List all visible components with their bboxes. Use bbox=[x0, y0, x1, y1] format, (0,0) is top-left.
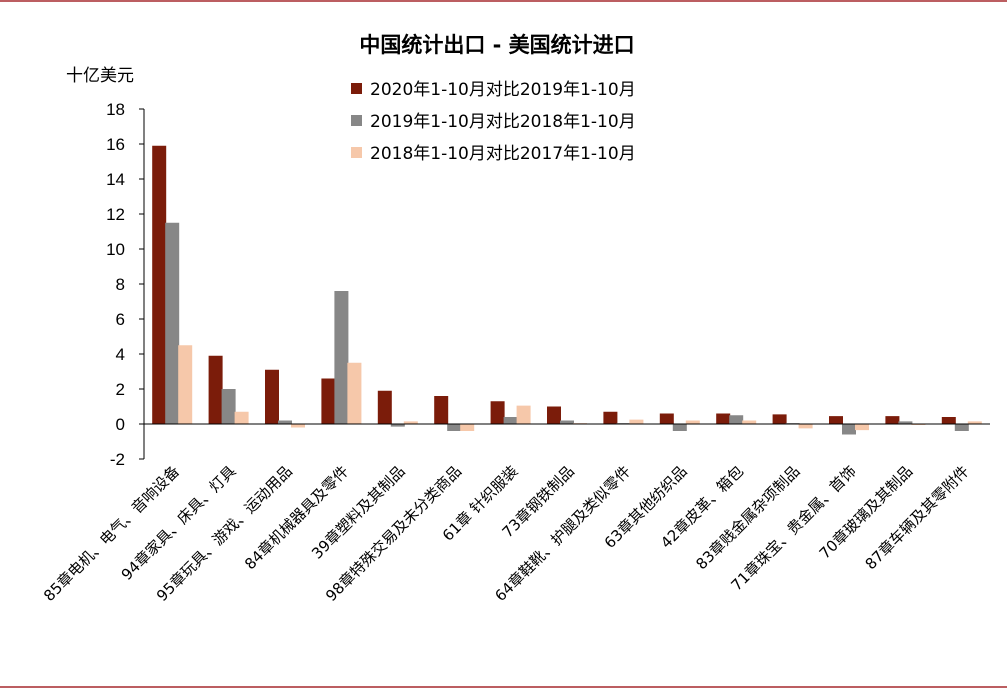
bar-series-3 bbox=[234, 411, 249, 424]
bar-series-1 bbox=[885, 416, 900, 424]
x-category-label: 87章车辆及其零附件 bbox=[862, 462, 973, 573]
bar-series-1 bbox=[208, 355, 223, 424]
y-tick-label: 6 bbox=[116, 310, 125, 329]
bar-series-2 bbox=[672, 424, 687, 431]
bar-series-3 bbox=[685, 420, 700, 424]
bar-series-1 bbox=[772, 414, 787, 424]
bar-series-3 bbox=[629, 419, 644, 424]
y-axis-unit-label: 十亿美元 bbox=[66, 66, 134, 86]
bar-series-1 bbox=[490, 401, 505, 424]
y-tick-label: 2 bbox=[116, 380, 125, 399]
bar-series-1 bbox=[829, 416, 843, 424]
y-tick-label: 16 bbox=[106, 135, 125, 154]
bar-series-2 bbox=[560, 420, 574, 424]
bar-series-2 bbox=[898, 421, 913, 424]
bar-series-3 bbox=[403, 421, 418, 424]
y-tick-label: 0 bbox=[116, 415, 125, 434]
y-tick-label: 10 bbox=[106, 240, 125, 259]
bar-series-2 bbox=[954, 424, 969, 431]
bar-series-2 bbox=[165, 222, 180, 424]
bar-series-3 bbox=[855, 424, 869, 431]
bar-series-1 bbox=[659, 413, 674, 424]
bar-series-2 bbox=[334, 291, 349, 424]
x-category-label: 83章贱金属杂项制品 bbox=[692, 462, 803, 573]
y-tick-label: 18 bbox=[106, 100, 125, 119]
y-axis: -2 0 2 4 6 8 10 12 14 16 18 bbox=[106, 100, 145, 469]
bar-series-1 bbox=[434, 396, 449, 424]
bar-series-2 bbox=[503, 417, 518, 424]
chart-title: 中国统计出口 - 美国统计进口 bbox=[359, 33, 634, 57]
bar-series-2 bbox=[447, 424, 462, 431]
bar-series-1 bbox=[377, 390, 392, 424]
legend-label-2: 2019年1-10月对比2018年1-10月 bbox=[370, 112, 636, 132]
y-tick-label: 14 bbox=[106, 170, 125, 189]
legend-swatch-2 bbox=[351, 115, 362, 126]
legend-label-3: 2018年1-10月对比2017年1-10月 bbox=[370, 144, 636, 164]
bar-series-3 bbox=[967, 421, 982, 424]
legend-swatch-1 bbox=[351, 83, 362, 94]
bar-series-2 bbox=[842, 424, 856, 435]
bar-series-2 bbox=[390, 424, 405, 427]
legend-swatch-3 bbox=[351, 147, 362, 158]
y-tick-label: 4 bbox=[116, 345, 125, 364]
legend: 2020年1-10月对比2019年1-10月 2019年1-10月对比2018年1… bbox=[351, 80, 636, 164]
bar-series-2 bbox=[221, 389, 236, 424]
bar-series-2 bbox=[278, 420, 292, 424]
bar-series-3 bbox=[516, 405, 531, 424]
bar-series-3 bbox=[742, 420, 757, 424]
y-tick-label: 8 bbox=[116, 275, 125, 294]
bar-series-1 bbox=[547, 406, 561, 424]
y-tick-label: -2 bbox=[110, 450, 125, 469]
x-category-label: 84章机械器具及零件 bbox=[241, 462, 352, 573]
bar-series-3 bbox=[291, 424, 305, 428]
bar-series-1 bbox=[603, 411, 618, 424]
bars bbox=[152, 145, 982, 435]
bar-series-2 bbox=[729, 415, 744, 424]
bar-series-1 bbox=[265, 369, 279, 424]
bar-series-3 bbox=[798, 424, 813, 429]
bar-series-1 bbox=[152, 145, 167, 424]
category-labels: 85章电机、电气、音响设备94章家具、床具、灯具95章玩具、游戏、运动用品84章… bbox=[40, 462, 973, 605]
y-tick-label: 12 bbox=[106, 205, 125, 224]
bar-series-1 bbox=[716, 413, 731, 424]
bar-series-3 bbox=[460, 424, 475, 431]
bar-series-3 bbox=[178, 345, 193, 424]
bar-series-3 bbox=[347, 362, 362, 424]
legend-label-1: 2020年1-10月对比2019年1-10月 bbox=[370, 80, 636, 100]
bar-series-1 bbox=[941, 417, 956, 424]
bar-series-1 bbox=[321, 378, 336, 424]
